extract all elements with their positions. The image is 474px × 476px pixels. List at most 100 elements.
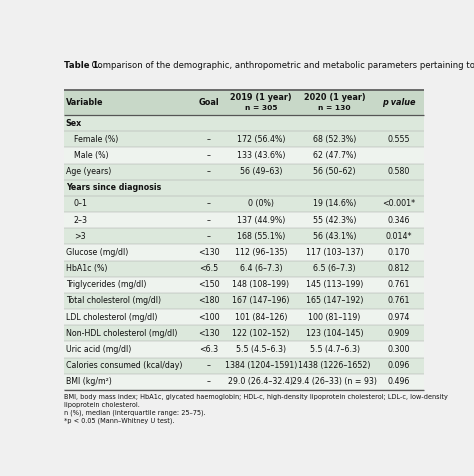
Text: 148 (108–199): 148 (108–199) bbox=[232, 280, 289, 289]
Text: 6.5 (6–7.3): 6.5 (6–7.3) bbox=[313, 264, 356, 273]
Text: 68 (52.3%): 68 (52.3%) bbox=[313, 135, 356, 144]
Text: –: – bbox=[207, 151, 210, 160]
Text: *p < 0.05 (Mann–Whitney U test).: *p < 0.05 (Mann–Whitney U test). bbox=[64, 417, 174, 424]
Text: –: – bbox=[207, 216, 210, 225]
Text: 137 (44.9%): 137 (44.9%) bbox=[237, 216, 285, 225]
Text: 1438 (1226–1652): 1438 (1226–1652) bbox=[298, 361, 371, 370]
Text: 0.909: 0.909 bbox=[387, 329, 410, 338]
Text: 0.170: 0.170 bbox=[387, 248, 410, 257]
Text: 0.096: 0.096 bbox=[387, 361, 410, 370]
Text: 172 (56.4%): 172 (56.4%) bbox=[237, 135, 285, 144]
Text: 101 (84–126): 101 (84–126) bbox=[235, 313, 287, 322]
Text: Uric acid (mg/dl): Uric acid (mg/dl) bbox=[66, 345, 131, 354]
Text: 29.4 (26–33) (n = 93): 29.4 (26–33) (n = 93) bbox=[292, 377, 377, 387]
Text: 62 (47.7%): 62 (47.7%) bbox=[313, 151, 356, 160]
Text: Triglycerides (mg/dl): Triglycerides (mg/dl) bbox=[66, 280, 146, 289]
Text: 0 (0%): 0 (0%) bbox=[248, 199, 273, 208]
Text: Age (years): Age (years) bbox=[66, 167, 111, 176]
Text: 5.5 (4.7–6.3): 5.5 (4.7–6.3) bbox=[310, 345, 360, 354]
Text: 0.812: 0.812 bbox=[387, 264, 410, 273]
Text: 56 (43.1%): 56 (43.1%) bbox=[313, 232, 356, 241]
Bar bbox=[64, 90, 424, 115]
Text: BMI, body mass index; HbA1c, glycated haemoglobin; HDL-c, high-density lipoprote: BMI, body mass index; HbA1c, glycated ha… bbox=[64, 394, 447, 400]
Bar bbox=[64, 212, 424, 228]
Bar bbox=[64, 196, 424, 212]
Text: –: – bbox=[207, 361, 210, 370]
Text: 145 (113–199): 145 (113–199) bbox=[306, 280, 363, 289]
Text: 5.5 (4.5–6.3): 5.5 (4.5–6.3) bbox=[236, 345, 286, 354]
Text: Table 1.: Table 1. bbox=[64, 61, 101, 70]
Bar bbox=[64, 277, 424, 293]
Text: 19 (14.6%): 19 (14.6%) bbox=[313, 199, 356, 208]
Text: n (%), median (interquartile range: 25–75).: n (%), median (interquartile range: 25–7… bbox=[64, 410, 205, 416]
Text: p value: p value bbox=[382, 98, 415, 107]
Text: <180: <180 bbox=[198, 297, 219, 306]
Text: –: – bbox=[207, 135, 210, 144]
Text: lipoprotein cholesterol.: lipoprotein cholesterol. bbox=[64, 402, 139, 408]
Text: 55 (42.3%): 55 (42.3%) bbox=[313, 216, 356, 225]
Bar bbox=[64, 325, 424, 341]
Bar bbox=[64, 164, 424, 180]
Bar bbox=[64, 244, 424, 260]
Bar bbox=[64, 228, 424, 244]
Text: 6.4 (6–7.3): 6.4 (6–7.3) bbox=[239, 264, 282, 273]
Bar bbox=[64, 148, 424, 164]
Text: 133 (43.6%): 133 (43.6%) bbox=[237, 151, 285, 160]
Text: Goal: Goal bbox=[198, 98, 219, 107]
Text: 56 (50–62): 56 (50–62) bbox=[313, 167, 356, 176]
Text: Comparison of the demographic, anthropometric and metabolic parameters pertainin: Comparison of the demographic, anthropom… bbox=[86, 61, 474, 70]
Text: <6.3: <6.3 bbox=[199, 345, 218, 354]
Text: 0.496: 0.496 bbox=[387, 377, 410, 387]
Text: 122 (102–152): 122 (102–152) bbox=[232, 329, 290, 338]
Bar bbox=[64, 131, 424, 148]
Text: –: – bbox=[207, 377, 210, 387]
Text: Variable: Variable bbox=[66, 98, 103, 107]
Text: <130: <130 bbox=[198, 329, 219, 338]
Text: 0.580: 0.580 bbox=[387, 167, 410, 176]
Text: n = 130: n = 130 bbox=[318, 105, 351, 110]
Text: Calories consumed (kcal/day): Calories consumed (kcal/day) bbox=[66, 361, 182, 370]
Text: –: – bbox=[207, 199, 210, 208]
Text: 0.555: 0.555 bbox=[387, 135, 410, 144]
Text: Non-HDL cholesterol (mg/dl): Non-HDL cholesterol (mg/dl) bbox=[66, 329, 177, 338]
Text: Years since diagnosis: Years since diagnosis bbox=[66, 183, 161, 192]
Bar bbox=[64, 341, 424, 357]
Bar bbox=[64, 180, 424, 196]
Bar bbox=[64, 260, 424, 277]
Text: <100: <100 bbox=[198, 313, 219, 322]
Text: <130: <130 bbox=[198, 248, 219, 257]
Text: 117 (103–137): 117 (103–137) bbox=[306, 248, 363, 257]
Text: 2–3: 2–3 bbox=[74, 216, 88, 225]
Text: n = 305: n = 305 bbox=[245, 105, 277, 110]
Text: Total cholesterol (mg/dl): Total cholesterol (mg/dl) bbox=[66, 297, 161, 306]
Text: 1384 (1204–1591): 1384 (1204–1591) bbox=[225, 361, 297, 370]
Text: –: – bbox=[207, 232, 210, 241]
Text: 168 (55.1%): 168 (55.1%) bbox=[237, 232, 285, 241]
Text: 0.300: 0.300 bbox=[387, 345, 410, 354]
Bar bbox=[64, 374, 424, 390]
Text: 0.974: 0.974 bbox=[387, 313, 410, 322]
Text: 29.0 (26.4–32.4): 29.0 (26.4–32.4) bbox=[228, 377, 293, 387]
Text: 0.761: 0.761 bbox=[387, 280, 410, 289]
Bar bbox=[59, 57, 427, 90]
Bar bbox=[64, 357, 424, 374]
Text: Female (%): Female (%) bbox=[74, 135, 118, 144]
Text: 56 (49–63): 56 (49–63) bbox=[239, 167, 282, 176]
Bar bbox=[64, 309, 424, 325]
Bar bbox=[64, 115, 424, 131]
Text: Glucose (mg/dl): Glucose (mg/dl) bbox=[66, 248, 128, 257]
Text: 167 (147–196): 167 (147–196) bbox=[232, 297, 290, 306]
Text: 112 (96–135): 112 (96–135) bbox=[235, 248, 287, 257]
Text: 165 (147–192): 165 (147–192) bbox=[306, 297, 363, 306]
Text: –: – bbox=[207, 167, 210, 176]
Text: 123 (104–145): 123 (104–145) bbox=[306, 329, 363, 338]
Text: 0–1: 0–1 bbox=[74, 199, 88, 208]
Bar bbox=[64, 293, 424, 309]
Text: 2020 (1 year): 2020 (1 year) bbox=[304, 93, 365, 102]
Text: Sex: Sex bbox=[66, 119, 82, 128]
Text: LDL cholesterol (mg/dl): LDL cholesterol (mg/dl) bbox=[66, 313, 157, 322]
Text: BMI (kg/m²): BMI (kg/m²) bbox=[66, 377, 111, 387]
Text: 2019 (1 year): 2019 (1 year) bbox=[230, 93, 292, 102]
Text: 0.014*: 0.014* bbox=[385, 232, 412, 241]
Text: <0.001*: <0.001* bbox=[382, 199, 415, 208]
